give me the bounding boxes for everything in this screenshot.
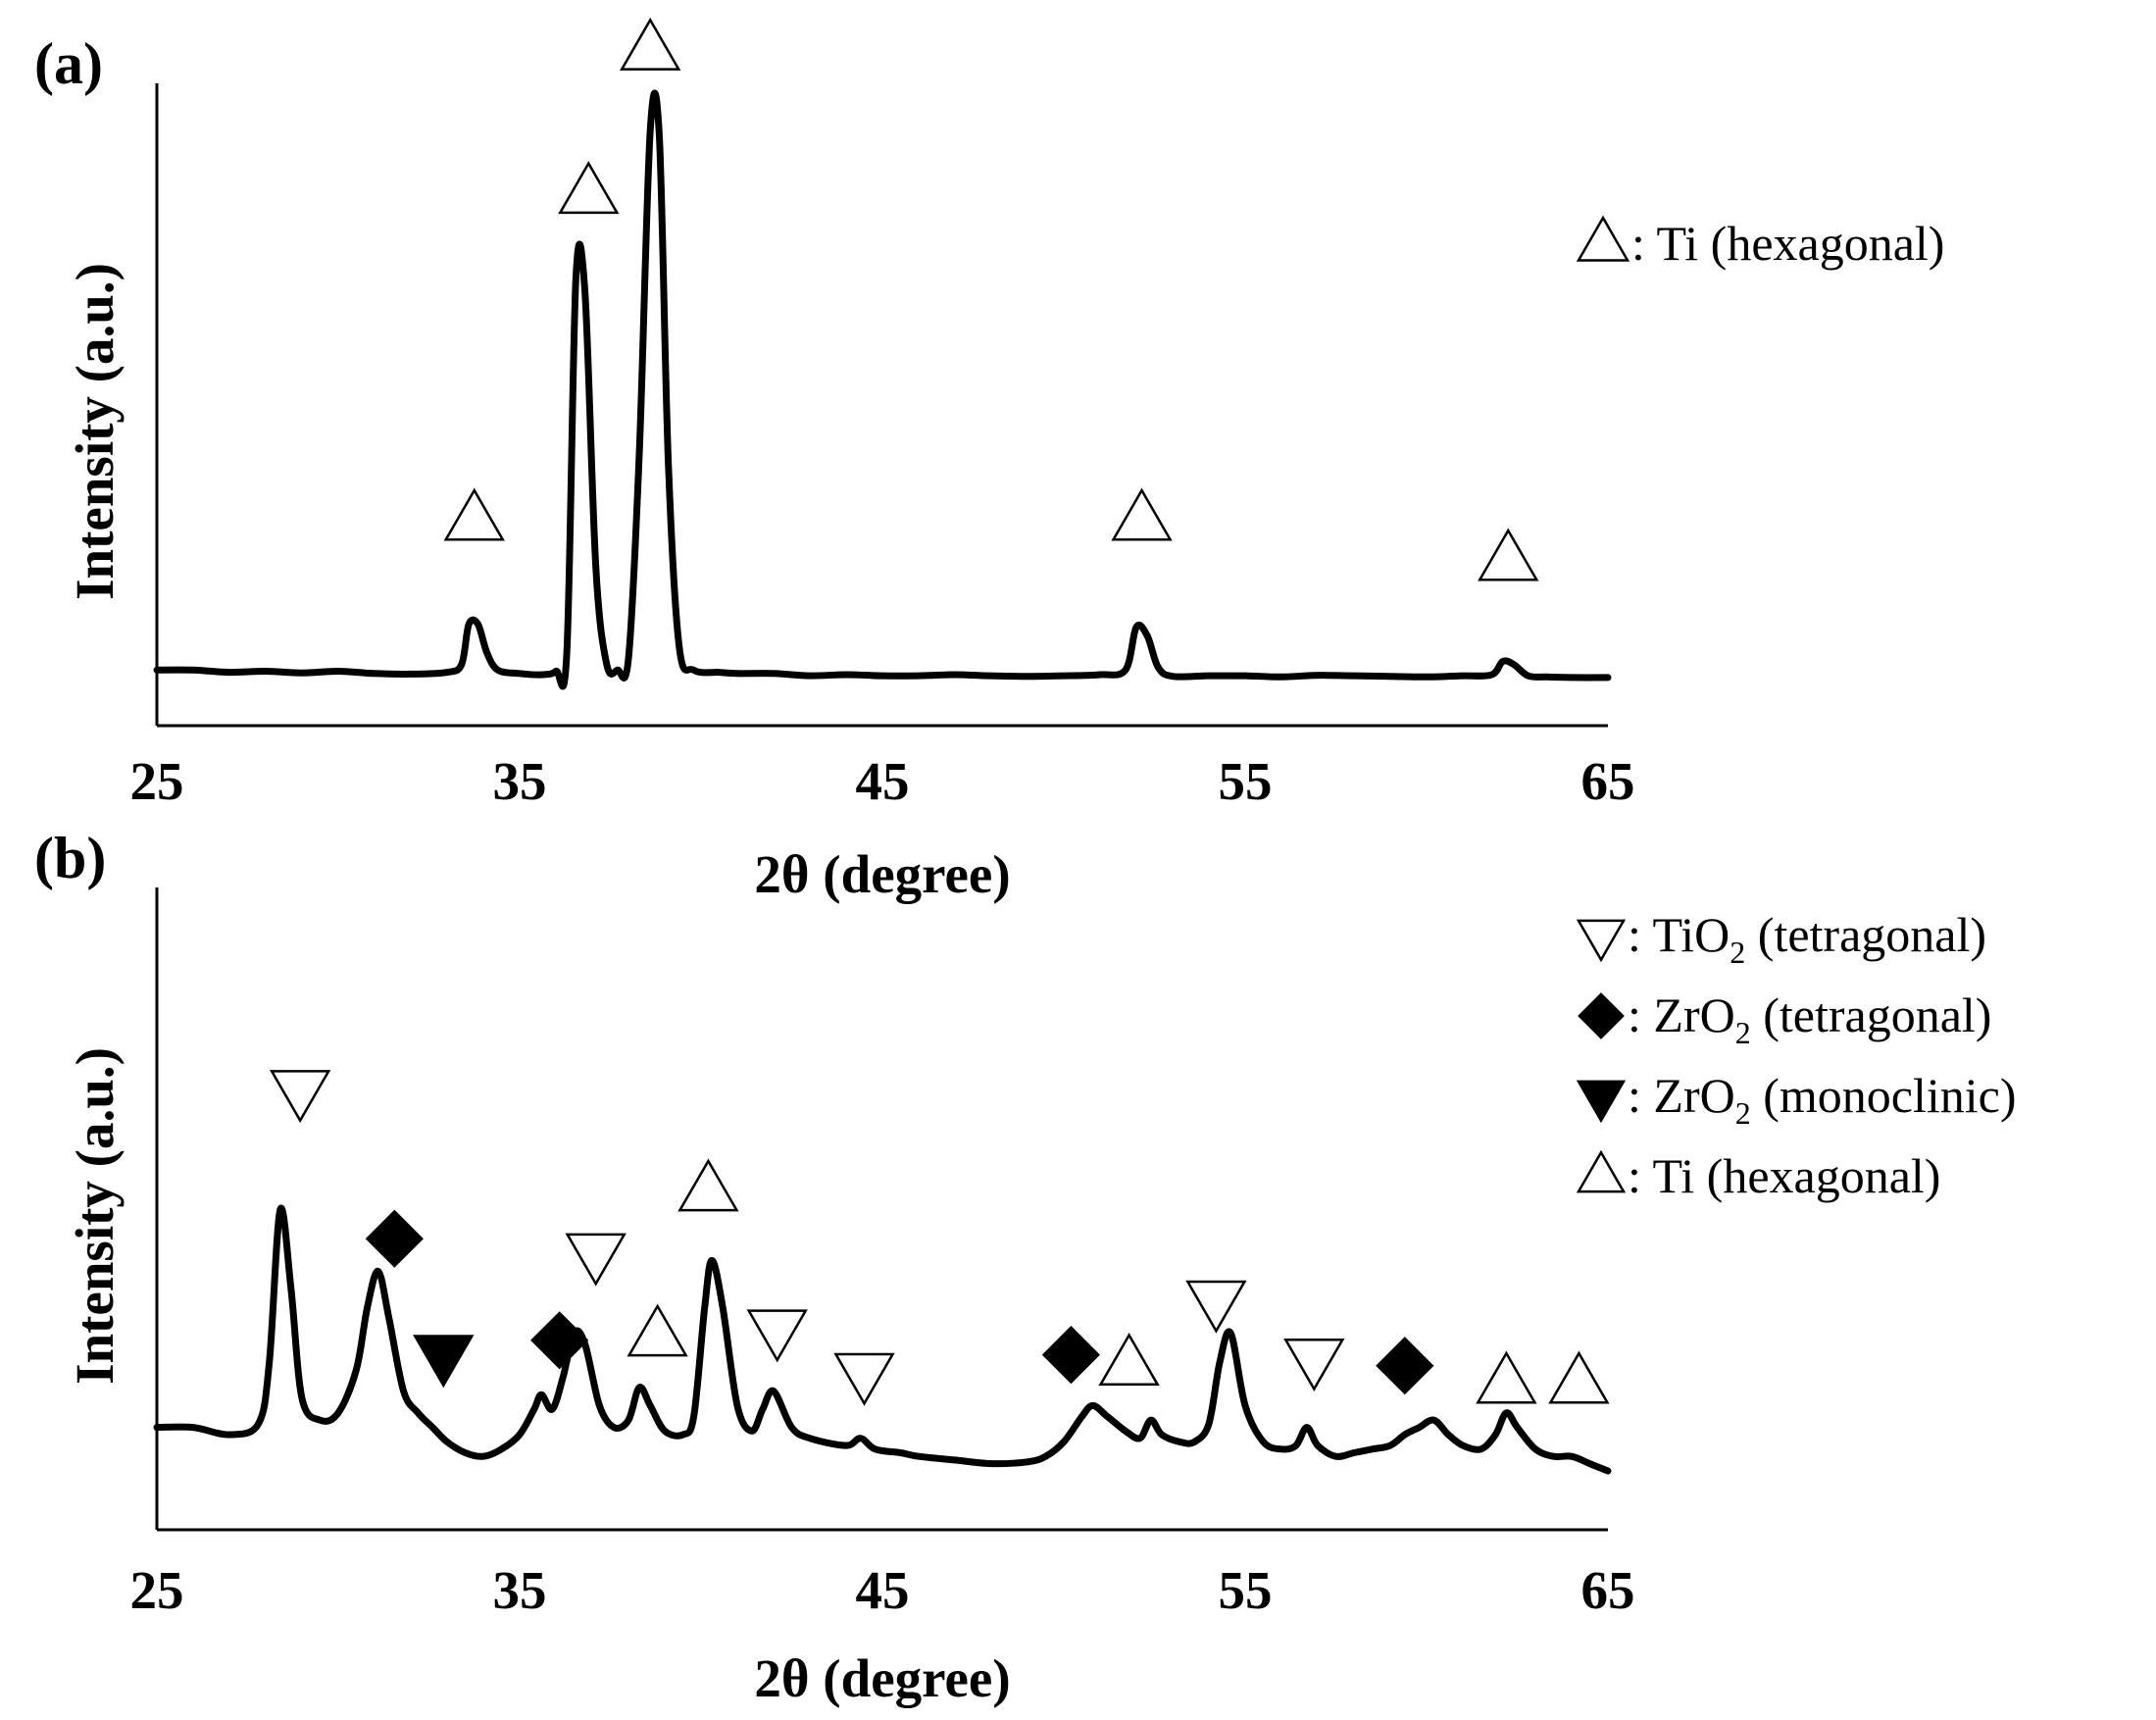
- x-tick-label: 65: [1581, 751, 1635, 811]
- legend-separator: :: [1628, 987, 1653, 1042]
- legend-separator: :: [1628, 1148, 1653, 1203]
- legend-text: TiO: [1653, 907, 1730, 962]
- panel-1: (b) 25 35 45 55 65 2θ (degree) Intensity (a.u.)…: [34, 826, 2016, 1708]
- legend-subscript: 2: [1735, 1095, 1751, 1131]
- peak-marker-triangle-down-open: [833, 1352, 895, 1406]
- legend-separator: :: [1628, 1068, 1653, 1123]
- legend-subscript: 2: [1735, 1015, 1751, 1050]
- peak-marker-diamond-filled: [530, 1311, 589, 1370]
- legend-label: : ZrO2 (monoclinic): [1628, 1068, 2016, 1131]
- legend-label: : ZrO2 (tetragonal): [1628, 987, 1991, 1050]
- panel-label: (b): [34, 826, 106, 890]
- x-tick-label: 45: [856, 751, 910, 811]
- legend-text: ZrO: [1653, 1068, 1734, 1123]
- x-tick-label: 25: [130, 1560, 184, 1620]
- x-tick-label: 45: [856, 1560, 910, 1620]
- peak-marker-triangle-up-open: [558, 161, 620, 215]
- x-tick-label: 55: [1219, 1560, 1273, 1620]
- legend-suffix: (monoclinic): [1751, 1068, 2017, 1123]
- legend-separator: :: [1628, 907, 1653, 962]
- peak-marker-triangle-down-open: [269, 1070, 331, 1124]
- peak-marker-triangle-down-filled: [413, 1335, 475, 1389]
- legend-label: : Ti (hexagonal): [1628, 1148, 1940, 1203]
- peak-marker-triangle-up-open: [443, 487, 505, 541]
- x-tick-label: 25: [130, 751, 184, 811]
- legend-separator: :: [1631, 216, 1657, 271]
- x-axis-label: 2θ (degree): [754, 1648, 1010, 1708]
- peak-marker-triangle-up-open: [1111, 487, 1173, 541]
- legend-marker-diamond-filled: [1578, 992, 1625, 1039]
- peak-marker-diamond-filled: [365, 1209, 424, 1268]
- peak-marker-triangle-down-open: [746, 1309, 808, 1363]
- peak-marker-triangle-down-open: [1185, 1280, 1247, 1334]
- peak-marker-triangle-down-open: [565, 1233, 627, 1287]
- y-axis-label: Intensity (a.u.): [65, 1047, 125, 1385]
- legend-marker-triangle-down-open: [1576, 919, 1627, 963]
- peak-marker-diamond-filled: [1376, 1337, 1434, 1395]
- xrd-trace: [153, 1204, 1612, 1475]
- peak-marker-triangle-up-open: [620, 17, 681, 71]
- x-tick-label: 35: [493, 1560, 547, 1620]
- panel-label: (a): [34, 31, 103, 96]
- legend-marker-triangle-up-open: [1576, 1149, 1627, 1193]
- legend-suffix: (tetragonal): [1751, 987, 1992, 1042]
- peak-marker-triangle-up-open: [677, 1158, 739, 1212]
- legend-subscript: 2: [1730, 935, 1745, 970]
- panel-0: (a) 25 35 45 55 65 2θ (degree) Intensity (a.u.)…: [34, 17, 1944, 904]
- legend-entry: : TiO2 (tetragonal): [1576, 907, 1986, 970]
- peak-marker-diamond-filled: [1041, 1325, 1101, 1385]
- legend-text: Ti (hexagonal): [1653, 1148, 1941, 1203]
- legend-label: : TiO2 (tetragonal): [1628, 907, 1986, 970]
- legend-marker-triangle-up-open: [1576, 215, 1630, 262]
- x-axis-label: 2θ (degree): [754, 844, 1010, 904]
- legend-label: : Ti (hexagonal): [1631, 216, 1944, 271]
- x-tick-label: 35: [493, 751, 547, 811]
- peak-marker-triangle-up-open: [1478, 528, 1539, 582]
- peak-marker-triangle-up-open: [1476, 1350, 1537, 1404]
- legend-text: Ti (hexagonal): [1657, 216, 1945, 271]
- legend-entry: : Ti (hexagonal): [1576, 1148, 1940, 1203]
- legend-entry: : ZrO2 (tetragonal): [1578, 987, 1991, 1050]
- y-axis-label: Intensity (a.u.): [65, 263, 125, 600]
- legend-suffix: (tetragonal): [1745, 907, 1986, 962]
- peak-marker-triangle-up-open: [627, 1303, 688, 1357]
- peak-marker-triangle-down-open: [1283, 1338, 1345, 1391]
- x-tick-label: 65: [1581, 1560, 1635, 1620]
- legend-text: ZrO: [1653, 987, 1734, 1042]
- legend-entry: : ZrO2 (monoclinic): [1576, 1068, 2016, 1131]
- x-tick-label: 55: [1219, 751, 1273, 811]
- xrd-trace: [153, 89, 1612, 690]
- peak-marker-triangle-up-open: [1098, 1333, 1160, 1387]
- peak-marker-triangle-up-open: [1548, 1350, 1610, 1404]
- legend-marker-triangle-down-filled: [1576, 1080, 1627, 1124]
- legend-entry: : Ti (hexagonal): [1576, 215, 1944, 271]
